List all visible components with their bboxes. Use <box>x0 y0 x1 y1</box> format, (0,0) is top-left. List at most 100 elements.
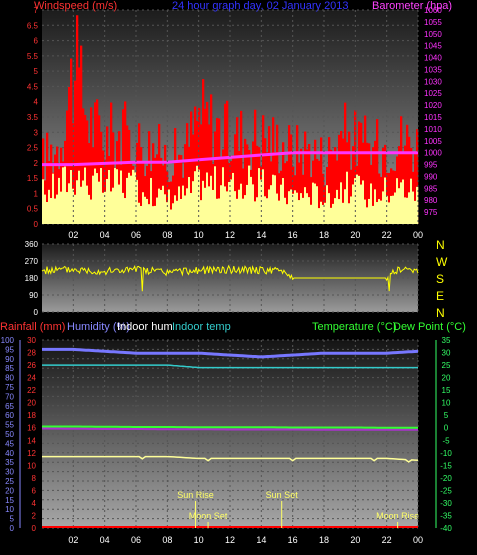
windspeed-avg-bar <box>112 187 115 224</box>
windspeed-bar <box>106 126 109 224</box>
windspeed-avg-bar <box>242 198 245 224</box>
windspeed-avg-bar <box>302 197 305 224</box>
windspeed-bar <box>156 154 159 224</box>
temperature-line <box>42 425 418 429</box>
windspeed-avg-bar <box>384 177 387 224</box>
windspeed-avg-bar <box>324 202 327 224</box>
windspeed-bar <box>264 138 267 224</box>
x-tick-label: 00 <box>413 535 423 545</box>
temperature-tick-label: 25 <box>442 361 451 370</box>
windspeed-bar <box>344 102 347 224</box>
windspeed-avg-bar <box>62 167 65 224</box>
windspeed-bar <box>118 131 121 224</box>
windspeed-avg-bar <box>404 197 407 224</box>
windspeed-bar <box>50 144 53 224</box>
windspeed-avg-bar <box>352 184 355 224</box>
windspeed-avg-bar <box>204 187 207 224</box>
windspeed-avg-bar <box>44 194 47 224</box>
humidity-tick-label: 100 <box>1 336 15 345</box>
windspeed-avg-bar <box>380 200 383 224</box>
temperature-tick-label: -5 <box>442 436 450 445</box>
windspeed-avg-bar <box>54 198 57 224</box>
wind-tick-label: 4 <box>34 98 39 107</box>
windspeed-bar <box>190 111 193 224</box>
temperature-tick-label: -15 <box>440 461 452 470</box>
direction-line <box>41 264 419 292</box>
windspeed-avg-bar <box>346 171 349 224</box>
x-tick-label: 06 <box>131 535 141 545</box>
x-tick-label: 22 <box>382 535 392 545</box>
windspeed-avg-bar <box>46 201 49 224</box>
wind-tick-label: 6.5 <box>27 21 39 30</box>
windspeed-bar <box>366 142 369 224</box>
legend-indoor-hum: Indoor hum <box>117 321 173 333</box>
wind-tick-label: 6 <box>34 37 39 46</box>
legend-dewpoint: Dew Point (°C) <box>393 321 466 333</box>
windspeed-avg-bar <box>362 180 365 224</box>
windspeed-avg-bar <box>308 197 311 224</box>
wind-tick-label: 4.5 <box>27 82 39 91</box>
windspeed-avg-bar <box>292 193 295 224</box>
windspeed-avg-bar <box>184 195 187 224</box>
windspeed-avg-bar <box>382 191 385 224</box>
windspeed-avg-bar <box>416 186 419 224</box>
windspeed-avg-bar <box>220 185 223 224</box>
windspeed-bar <box>380 176 383 224</box>
windspeed-avg-bar <box>90 199 93 224</box>
windspeed-avg-bar <box>66 192 69 224</box>
windspeed-avg-bar <box>394 192 397 224</box>
windspeed-bar <box>304 131 307 224</box>
windspeed-avg-bar <box>186 188 189 224</box>
windspeed-avg-bar <box>412 191 415 224</box>
windspeed-avg-bar <box>332 203 335 224</box>
wind-tick-label: 7 <box>34 6 39 15</box>
rainfall-tick-label: 8 <box>32 474 37 483</box>
windspeed-avg-bar <box>306 193 309 224</box>
direction-tick-label: 270 <box>25 257 39 266</box>
windspeed-avg-bar <box>358 175 361 224</box>
windspeed-avg-bar <box>410 178 413 224</box>
windspeed-avg-bar <box>280 184 283 224</box>
windspeed-bar <box>88 143 91 224</box>
windspeed-avg-bar <box>42 179 45 224</box>
windspeed-bar <box>306 149 309 224</box>
windspeed-avg-bar <box>388 202 391 224</box>
windspeed-avg-bar <box>406 197 409 224</box>
barometer-tick-label: 990 <box>424 172 438 181</box>
direction-tick-label: 360 <box>25 240 39 249</box>
windspeed-bar <box>66 110 69 224</box>
windspeed-bar <box>382 147 385 224</box>
chart-marks: 0 0.5 1 1.5 2 2.5 3 3.5 4 4.5 5 5.5 6 6.5 7 975 980 985 99… <box>1 6 453 545</box>
legend-humidity: Humidity (%) <box>67 321 130 333</box>
windspeed-bar <box>102 150 105 224</box>
windspeed-avg-bar <box>244 195 247 224</box>
windspeed-bar <box>240 110 243 224</box>
x-tick-label: 04 <box>100 535 110 545</box>
wind-tick-label: 3.5 <box>27 113 39 122</box>
compass-n-bottom: N <box>436 306 445 320</box>
windspeed-bar <box>74 80 77 225</box>
windspeed-bar <box>202 79 205 224</box>
compass-n-top: N <box>436 238 445 252</box>
windspeed-bar <box>278 173 281 224</box>
windspeed-bar <box>360 122 363 224</box>
windspeed-bar <box>226 100 229 224</box>
windspeed-bar <box>206 101 209 224</box>
humidity-tick-label: 10 <box>5 505 14 514</box>
wind-tick-label: 3 <box>34 128 39 137</box>
windspeed-bar <box>46 132 49 224</box>
windspeed-bar <box>98 115 101 224</box>
wind-tick-label: 1.5 <box>27 174 39 183</box>
windspeed-avg-bar <box>116 169 119 224</box>
barometer-axis-title: Barometer (hpa) <box>372 0 452 12</box>
rainfall-tick-label: 26 <box>27 361 36 370</box>
windspeed-bar <box>298 162 301 224</box>
rainfall-tick-label: 28 <box>27 349 36 358</box>
windspeed-bar <box>374 140 377 224</box>
windspeed-avg-bar <box>344 189 347 224</box>
windspeed-avg-bar <box>92 175 95 224</box>
windspeed-bar <box>76 15 79 224</box>
rainfall-tick-label: 0 <box>32 524 37 533</box>
windspeed-avg-bar <box>310 204 313 224</box>
